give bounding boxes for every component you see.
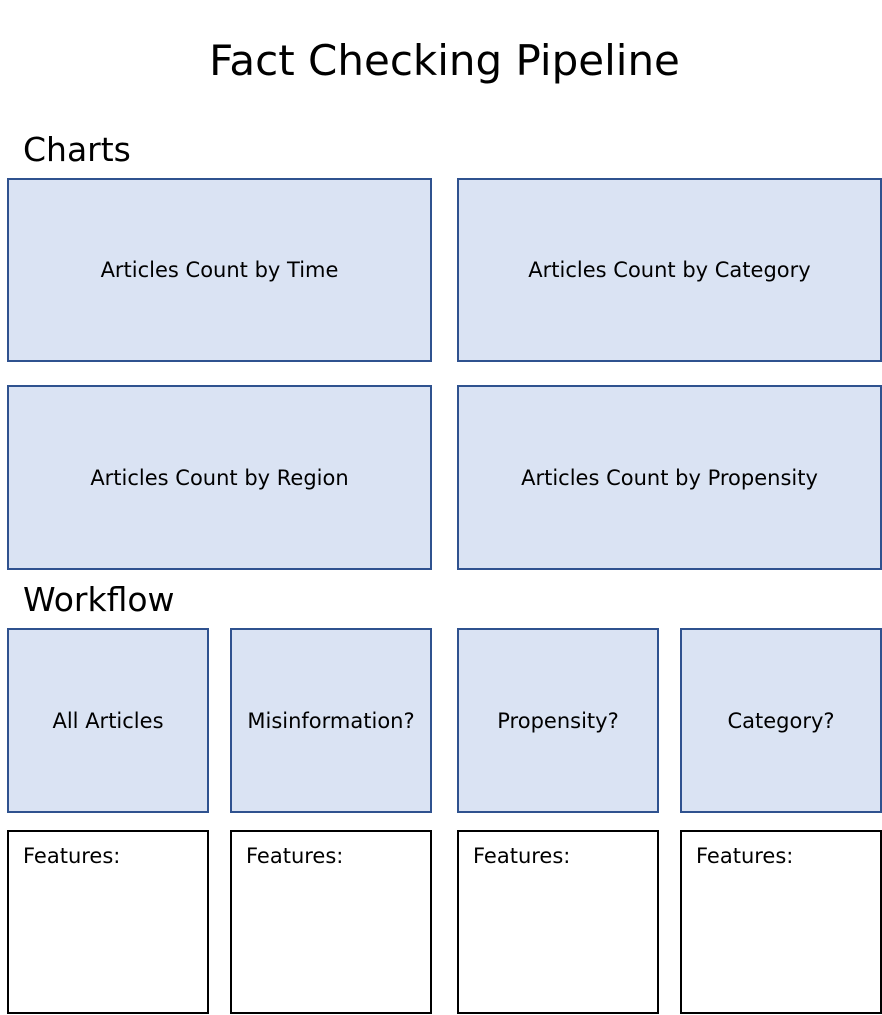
workflow-step-all-articles[interactable]: All Articles [7, 628, 209, 813]
features-box-category[interactable]: Features: [680, 830, 882, 1014]
charts-heading: Charts [23, 130, 131, 169]
chart-box-label: Articles Count by Time [100, 258, 339, 282]
chart-box-label: Articles Count by Propensity [521, 465, 818, 490]
features-box-misinformation[interactable]: Features: [230, 830, 432, 1014]
features-label: Features: [246, 844, 344, 868]
features-label: Features: [696, 844, 794, 868]
features-label: Features: [23, 844, 121, 868]
features-box-propensity[interactable]: Features: [457, 830, 659, 1014]
workflow-step-propensity[interactable]: Propensity? [457, 628, 659, 813]
workflow-step-category[interactable]: Category? [680, 628, 882, 813]
features-box-all-articles[interactable]: Features: [7, 830, 209, 1014]
chart-box-propensity[interactable]: Articles Count by Propensity [457, 385, 882, 570]
chart-box-region[interactable]: Articles Count by Region [7, 385, 432, 570]
workflow-step-label: Propensity? [497, 708, 619, 733]
chart-box-category[interactable]: Articles Count by Category [457, 178, 882, 362]
workflow-step-label: All Articles [52, 708, 164, 733]
workflow-step-misinformation[interactable]: Misinformation? [230, 628, 432, 813]
workflow-step-label: Misinformation? [247, 708, 415, 733]
page-title: Fact Checking Pipeline [209, 36, 680, 85]
chart-box-time[interactable]: Articles Count by Time [7, 178, 432, 362]
workflow-heading: Workflow [23, 580, 175, 619]
chart-box-label: Articles Count by Category [528, 258, 811, 282]
workflow-step-label: Category? [727, 708, 835, 733]
chart-box-label: Articles Count by Region [90, 465, 349, 490]
features-label: Features: [473, 844, 571, 868]
